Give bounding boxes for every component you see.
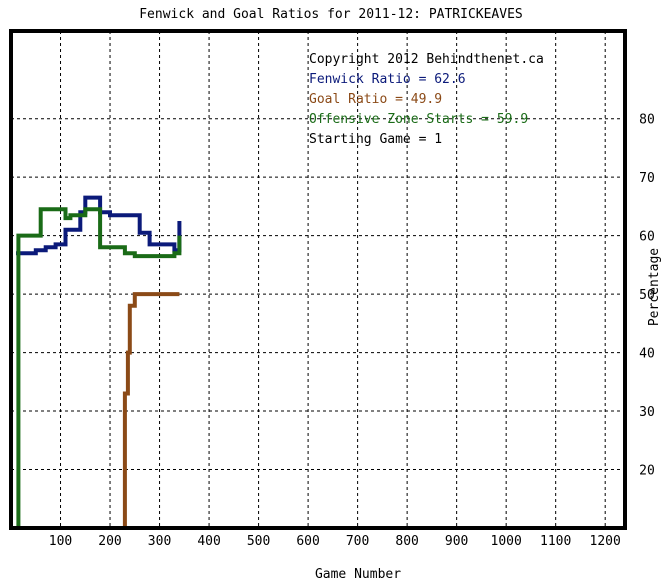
y-tick-label: 70 bbox=[639, 171, 655, 186]
y-axis-label: Percentage bbox=[647, 248, 662, 326]
y-tick-label: 20 bbox=[639, 464, 655, 479]
x-tick-label: 500 bbox=[247, 534, 270, 549]
x-tick-label: 700 bbox=[346, 534, 369, 549]
y-tick-label: 40 bbox=[639, 347, 655, 362]
x-tick-label: 1000 bbox=[491, 534, 522, 549]
series-line-fenwick-ratio bbox=[16, 195, 182, 256]
plot-background bbox=[11, 31, 625, 528]
annotation-line: Copyright 2012 Behindthenet.ca bbox=[309, 52, 544, 67]
y-tick-label: 80 bbox=[639, 113, 655, 128]
x-tick-label: 300 bbox=[148, 534, 171, 549]
series-line-goal-ratio bbox=[122, 292, 180, 530]
plot-frame bbox=[9, 29, 627, 530]
y-tick-label: 50 bbox=[639, 288, 655, 303]
x-tick-label: 1200 bbox=[590, 534, 621, 549]
y-tick-label: 30 bbox=[639, 405, 655, 420]
annotation-line: Goal Ratio = 49.9 bbox=[309, 92, 442, 107]
x-tick-label: 800 bbox=[395, 534, 418, 549]
x-tick-label: 900 bbox=[445, 534, 468, 549]
x-tick-label: 600 bbox=[296, 534, 319, 549]
x-tick-label: 200 bbox=[98, 534, 121, 549]
x-tick-label: 400 bbox=[197, 534, 220, 549]
annotation-line: Offensive Zone Starts = 59.9 bbox=[309, 112, 528, 127]
annotation-line: Fenwick Ratio = 62.6 bbox=[309, 72, 466, 87]
series-line-offensive-zone-starts bbox=[16, 207, 182, 528]
x-tick-label: 1100 bbox=[540, 534, 571, 549]
y-tick-label: 60 bbox=[639, 230, 655, 245]
chart-title: Fenwick and Goal Ratios for 2011-12: PAT… bbox=[139, 7, 523, 22]
annotation-line: Starting Game = 1 bbox=[309, 132, 442, 147]
x-tick-label: 100 bbox=[49, 534, 72, 549]
x-axis-label: Game Number bbox=[315, 567, 401, 580]
